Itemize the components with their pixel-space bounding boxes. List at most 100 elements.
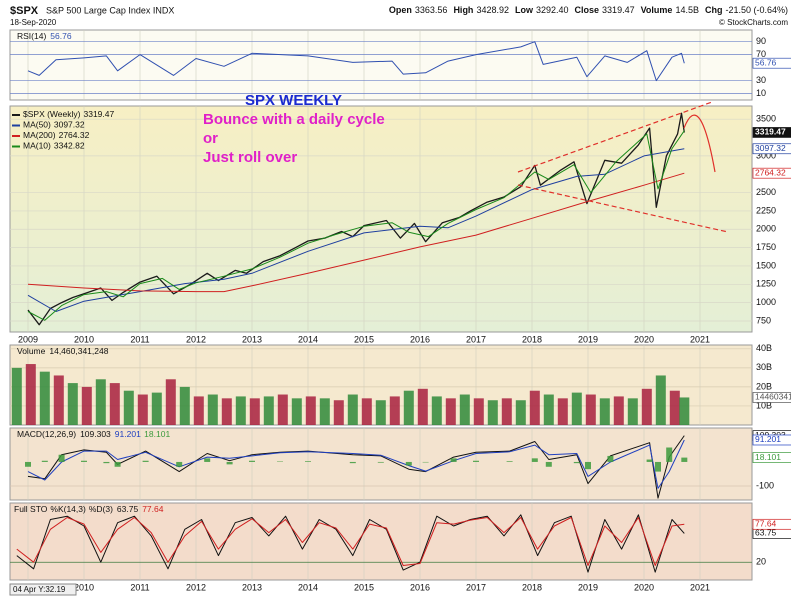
bar [450, 458, 457, 462]
bar [375, 400, 386, 425]
stat-label: Low [515, 5, 534, 15]
x-tick-label: 2014 [298, 334, 318, 344]
bar [103, 461, 110, 464]
bar [679, 397, 690, 425]
y-tick-label: 10 [756, 88, 766, 98]
series-line [27, 172, 685, 293]
series-group [16, 514, 685, 573]
annotation-line: Bounce with a daily cycle [203, 111, 385, 128]
bar [25, 461, 31, 467]
stat-label: Volume [641, 5, 673, 15]
x-tick-label: 2011 [130, 582, 149, 592]
bar [515, 400, 526, 425]
bar [487, 400, 498, 425]
y-tick-label: 40B [756, 343, 772, 353]
bar [305, 461, 311, 462]
bar [235, 396, 246, 425]
value-tag [752, 452, 791, 463]
bar [501, 398, 512, 425]
bar [506, 461, 513, 462]
x-tick-label: 2016 [410, 582, 430, 592]
series-line [27, 148, 685, 312]
bar [249, 398, 260, 425]
legend-entry: MA(50) 3097.32 [23, 120, 85, 130]
x-tick-label: 2016 [410, 334, 430, 344]
x-tick-label: 2021 [690, 334, 710, 344]
bar [405, 461, 412, 466]
value-tag [752, 518, 791, 530]
macd-panel [9, 427, 753, 501]
y-tick-label: 90 [756, 36, 766, 46]
trend-drawings [517, 101, 729, 233]
bar [571, 392, 582, 425]
bar [305, 396, 316, 425]
series-group [25, 435, 688, 499]
rsi-panel [9, 29, 753, 101]
x-tick-label: 2017 [466, 582, 486, 592]
bar [179, 386, 190, 425]
series-line [27, 41, 685, 82]
legend-entry: MA(200) 2764.32 [23, 130, 90, 140]
x-tick-label: 2014 [298, 582, 318, 592]
value-tag-label: 18.101 [755, 452, 781, 462]
legend-name: MA(50) [23, 120, 51, 130]
y-tick-label: 1500 [756, 260, 776, 270]
bar [445, 398, 456, 425]
value-tag-label: 77.64 [755, 519, 777, 529]
bar [627, 398, 638, 425]
bar [641, 388, 652, 425]
y-tick-label: 10B [756, 400, 772, 410]
bar [319, 398, 330, 425]
legend: MACD(12,26,9) 109.303 91.201 18.101 [17, 429, 170, 439]
bar [263, 396, 274, 425]
y-tick-label: 750 [756, 315, 771, 325]
x-tick-label: 2009 [18, 334, 38, 344]
legend-value: 3342.82 [54, 141, 85, 151]
copyright: © StockCharts.com [719, 18, 788, 27]
bar [291, 398, 302, 425]
x-tick-label: 2019 [578, 582, 598, 592]
x-tick-label: 2013 [242, 334, 262, 344]
x-tick-label: 2018 [522, 334, 542, 344]
legend-name: Volume [17, 346, 46, 356]
bar [557, 398, 568, 425]
legend-name: %D(3) [89, 504, 113, 514]
bar [25, 364, 36, 425]
value-tag-label: 14460341248 [755, 392, 791, 402]
bar [655, 375, 666, 425]
stats: Open 3363.56 High 3428.92 Low 3292.40 Close 331… [389, 5, 788, 15]
legend-value: 18.101 [144, 429, 170, 439]
legend-entry: $SPX (Weekly) 3319.47 [23, 109, 114, 119]
legend-value: 2764.32 [59, 130, 90, 140]
bar [114, 461, 121, 467]
stat-label: High [453, 5, 473, 15]
stat-label: Chg [705, 5, 723, 15]
stat-value: 3292.40 [536, 5, 569, 15]
legend-name: MA(200) [23, 130, 56, 140]
x-tick-label: 2021 [690, 582, 710, 592]
x-tick-label: 2010 [74, 334, 94, 344]
x-tick-label: 2011 [130, 334, 149, 344]
y-tick-label: 2250 [756, 205, 776, 215]
y-tick-label: 2000 [756, 224, 776, 234]
legend-value: 63.75 [117, 504, 139, 514]
series-line [27, 130, 685, 321]
x-tick-label: 2015 [354, 334, 374, 344]
bar [11, 367, 22, 425]
value-tag [752, 167, 791, 179]
bar [403, 390, 414, 425]
bar [347, 394, 358, 425]
bar [81, 386, 92, 425]
x-tick-label: 2020 [634, 334, 654, 344]
y-tick-label: 3000 [756, 150, 776, 160]
bar [41, 460, 48, 462]
y-tick-label: 1000 [756, 297, 776, 307]
series-line [27, 439, 685, 489]
bar [417, 388, 428, 425]
x-tick-label: 2010 [74, 582, 94, 592]
bar [95, 379, 106, 425]
bar [277, 394, 288, 425]
bar [543, 394, 554, 425]
y-tick-label: 20B [756, 381, 772, 391]
